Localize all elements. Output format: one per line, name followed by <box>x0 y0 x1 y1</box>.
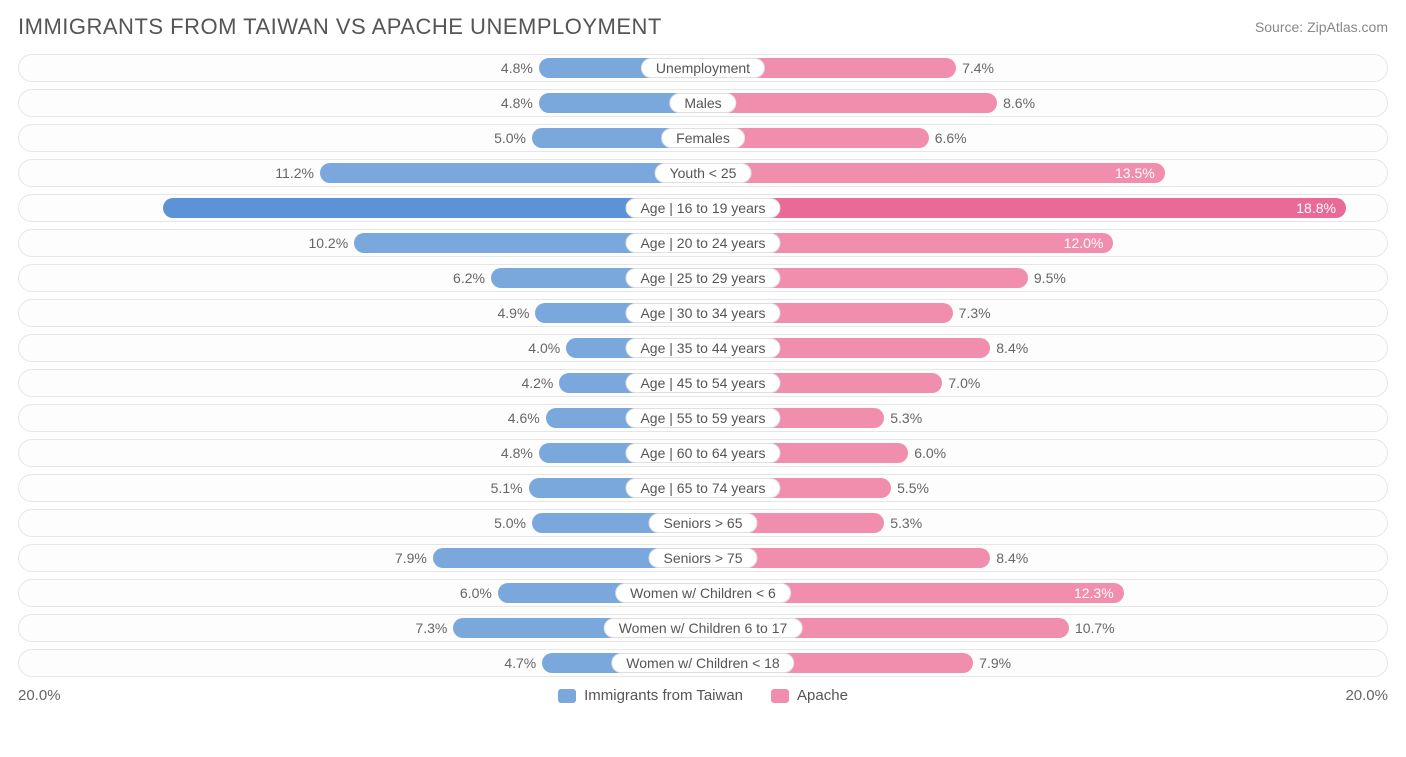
value-right: 12.3% <box>1068 580 1124 606</box>
category-pill: Women w/ Children < 18 <box>611 653 794 673</box>
bar-left <box>163 198 703 218</box>
value-left: 4.2% <box>521 370 559 396</box>
legend-item-right: Apache <box>771 687 848 704</box>
value-left: 5.1% <box>491 475 529 501</box>
value-left: 4.8% <box>501 55 539 81</box>
value-right: 6.0% <box>908 440 946 466</box>
value-right: 13.5% <box>1109 160 1165 186</box>
chart-rows: 4.8% 7.4% Unemployment 4.8% 8.6% Males 5.0% 6.6… <box>18 54 1388 677</box>
chart-row: 4.7% 7.9% Women w/ Children < 18 <box>18 649 1388 677</box>
value-left: 4.8% <box>501 90 539 116</box>
category-pill: Age | 45 to 54 years <box>625 373 780 393</box>
value-right: 8.4% <box>990 335 1028 361</box>
value-left: 6.2% <box>453 265 491 291</box>
chart-row: 7.9% 8.4% Seniors > 75 <box>18 544 1388 572</box>
value-right: 7.9% <box>973 650 1011 676</box>
category-pill: Age | 55 to 59 years <box>625 408 780 428</box>
value-right: 7.3% <box>953 300 991 326</box>
category-pill: Age | 16 to 19 years <box>625 198 780 218</box>
chart-container: IMMIGRANTS FROM TAIWAN VS APACHE UNEMPLO… <box>0 0 1406 722</box>
legend-item-left: Immigrants from Taiwan <box>558 687 743 704</box>
chart-legend: Immigrants from Taiwan Apache <box>78 687 1328 704</box>
chart-row: 5.0% 5.3% Seniors > 65 <box>18 509 1388 537</box>
value-left: 4.0% <box>528 335 566 361</box>
bar-right <box>703 198 1346 218</box>
value-left: 4.7% <box>504 650 542 676</box>
chart-row: 6.0% 12.3% Women w/ Children < 6 <box>18 579 1388 607</box>
value-left: 5.0% <box>494 125 532 151</box>
chart-row: 4.8% 7.4% Unemployment <box>18 54 1388 82</box>
axis-max-left: 20.0% <box>18 687 78 704</box>
value-right: 5.5% <box>891 475 929 501</box>
chart-row: 4.9% 7.3% Age | 30 to 34 years <box>18 299 1388 327</box>
chart-row: 5.0% 6.6% Females <box>18 124 1388 152</box>
value-right: 6.6% <box>929 125 967 151</box>
chart-row: 4.0% 8.4% Age | 35 to 44 years <box>18 334 1388 362</box>
value-left: 10.2% <box>308 230 354 256</box>
legend-label-left: Immigrants from Taiwan <box>584 687 743 704</box>
value-right: 8.4% <box>990 545 1028 571</box>
bar-right <box>703 93 997 113</box>
chart-row: 4.8% 6.0% Age | 60 to 64 years <box>18 439 1388 467</box>
chart-source: Source: ZipAtlas.com <box>1255 19 1388 35</box>
category-pill: Age | 60 to 64 years <box>625 443 780 463</box>
category-pill: Seniors > 65 <box>649 513 758 533</box>
chart-row: 11.2% 13.5% Youth < 25 <box>18 159 1388 187</box>
legend-swatch-right <box>771 689 789 703</box>
category-pill: Age | 35 to 44 years <box>625 338 780 358</box>
value-left: 4.6% <box>508 405 546 431</box>
chart-row: 4.8% 8.6% Males <box>18 89 1388 117</box>
value-right: 18.8% <box>1290 195 1346 221</box>
value-left: 7.3% <box>415 615 453 641</box>
value-right: 10.7% <box>1069 615 1115 641</box>
value-right: 5.3% <box>884 510 922 536</box>
chart-row: 4.6% 5.3% Age | 55 to 59 years <box>18 404 1388 432</box>
chart-row: 4.2% 7.0% Age | 45 to 54 years <box>18 369 1388 397</box>
value-left: 7.9% <box>395 545 433 571</box>
category-pill: Unemployment <box>641 58 765 78</box>
chart-header: IMMIGRANTS FROM TAIWAN VS APACHE UNEMPLO… <box>18 10 1388 54</box>
category-pill: Males <box>669 93 736 113</box>
value-left: 4.9% <box>498 300 536 326</box>
category-pill: Age | 30 to 34 years <box>625 303 780 323</box>
category-pill: Age | 20 to 24 years <box>625 233 780 253</box>
value-left: 5.0% <box>494 510 532 536</box>
value-right: 7.4% <box>956 55 994 81</box>
category-pill: Women w/ Children < 6 <box>615 583 791 603</box>
bar-right <box>703 163 1165 183</box>
category-pill: Age | 25 to 29 years <box>625 268 780 288</box>
value-right: 7.0% <box>942 370 980 396</box>
category-pill: Females <box>661 128 745 148</box>
category-pill: Youth < 25 <box>655 163 752 183</box>
category-pill: Seniors > 75 <box>649 548 758 568</box>
value-right: 12.0% <box>1058 230 1114 256</box>
value-left: 4.8% <box>501 440 539 466</box>
bar-left <box>320 163 703 183</box>
chart-row: 15.8%18.8%Age | 16 to 19 years <box>18 194 1388 222</box>
legend-label-right: Apache <box>797 687 848 704</box>
value-right: 9.5% <box>1028 265 1066 291</box>
chart-row: 6.2% 9.5% Age | 25 to 29 years <box>18 264 1388 292</box>
category-pill: Women w/ Children 6 to 17 <box>604 618 803 638</box>
chart-row: 10.2% 12.0% Age | 20 to 24 years <box>18 229 1388 257</box>
legend-swatch-left <box>558 689 576 703</box>
chart-row: 5.1% 5.5% Age | 65 to 74 years <box>18 474 1388 502</box>
value-left: 6.0% <box>460 580 498 606</box>
category-pill: Age | 65 to 74 years <box>625 478 780 498</box>
value-left: 11.2% <box>275 160 320 186</box>
chart-footer: 20.0% Immigrants from Taiwan Apache 20.0… <box>18 677 1388 704</box>
value-right: 8.6% <box>997 90 1035 116</box>
chart-row: 7.3% 10.7% Women w/ Children 6 to 17 <box>18 614 1388 642</box>
chart-title: IMMIGRANTS FROM TAIWAN VS APACHE UNEMPLO… <box>18 14 662 40</box>
axis-max-right: 20.0% <box>1328 687 1388 704</box>
value-right: 5.3% <box>884 405 922 431</box>
